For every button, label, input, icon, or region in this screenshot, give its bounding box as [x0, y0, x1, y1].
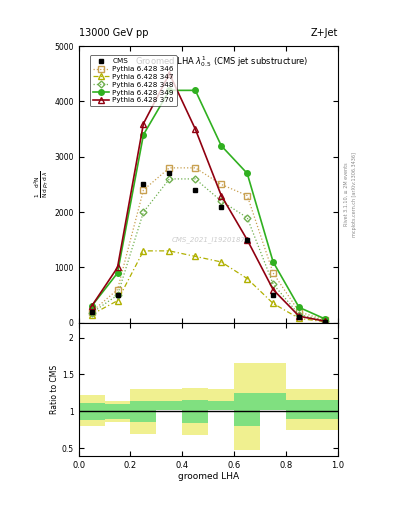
Line: Pythia 6.428 346: Pythia 6.428 346 — [89, 165, 328, 323]
Pythia 6.428 348 — [141, 209, 146, 215]
Pythia 6.428 348 — [167, 176, 172, 182]
Pythia 6.428 370 — [115, 264, 120, 270]
Pythia 6.428 348 — [271, 281, 275, 287]
CMS — [245, 237, 250, 243]
Pythia 6.428 346 — [141, 187, 146, 193]
Pythia 6.428 370 — [245, 237, 250, 243]
Pythia 6.428 349 — [167, 87, 172, 93]
Pythia 6.428 370 — [323, 318, 327, 324]
Pythia 6.428 346 — [271, 270, 275, 276]
Pythia 6.428 370 — [219, 193, 224, 199]
Pythia 6.428 346 — [115, 287, 120, 293]
Pythia 6.428 370 — [297, 313, 301, 319]
Y-axis label: $\frac{1}{\mathrm{N}}\frac{\mathrm{d}^2\mathrm{N}}{\mathrm{d}\,p_T\,\mathrm{d}\,: $\frac{1}{\mathrm{N}}\frac{\mathrm{d}^2\… — [33, 170, 51, 198]
Pythia 6.428 346 — [323, 317, 327, 323]
CMS — [219, 204, 224, 210]
Pythia 6.428 346 — [297, 309, 301, 315]
Pythia 6.428 349 — [141, 132, 146, 138]
Line: CMS: CMS — [89, 171, 327, 324]
Pythia 6.428 346 — [245, 193, 250, 199]
Pythia 6.428 349 — [89, 303, 94, 309]
Pythia 6.428 346 — [89, 309, 94, 315]
Pythia 6.428 370 — [271, 287, 275, 293]
Pythia 6.428 349 — [219, 143, 224, 149]
Text: Groomed LHA $\lambda^{1}_{0.5}$ (CMS jet substructure): Groomed LHA $\lambda^{1}_{0.5}$ (CMS jet… — [134, 54, 308, 69]
Pythia 6.428 348 — [193, 176, 198, 182]
Pythia 6.428 349 — [115, 270, 120, 276]
Pythia 6.428 347 — [167, 248, 172, 254]
Pythia 6.428 348 — [89, 310, 94, 316]
Pythia 6.428 347 — [141, 248, 146, 254]
CMS — [89, 309, 94, 315]
Pythia 6.428 348 — [323, 317, 327, 324]
Pythia 6.428 349 — [323, 316, 327, 322]
Text: Rivet 3.1.10, ≥ 2M events: Rivet 3.1.10, ≥ 2M events — [344, 163, 349, 226]
Legend: CMS, Pythia 6.428 346, Pythia 6.428 347, Pythia 6.428 348, Pythia 6.428 349, Pyt: CMS, Pythia 6.428 346, Pythia 6.428 347,… — [90, 55, 177, 106]
Pythia 6.428 347 — [297, 315, 301, 322]
Line: Pythia 6.428 349: Pythia 6.428 349 — [89, 88, 328, 322]
Pythia 6.428 349 — [245, 170, 250, 177]
Text: mcplots.cern.ch [arXiv:1306.3436]: mcplots.cern.ch [arXiv:1306.3436] — [352, 152, 357, 237]
Pythia 6.428 347 — [219, 259, 224, 265]
CMS — [141, 181, 146, 187]
Pythia 6.428 348 — [115, 292, 120, 298]
Pythia 6.428 346 — [193, 165, 198, 171]
Pythia 6.428 349 — [193, 87, 198, 93]
X-axis label: groomed LHA: groomed LHA — [178, 472, 239, 481]
CMS — [271, 292, 275, 298]
Text: CMS_2021_I1920187: CMS_2021_I1920187 — [171, 237, 245, 243]
Line: Pythia 6.428 370: Pythia 6.428 370 — [89, 71, 328, 324]
Pythia 6.428 370 — [193, 126, 198, 132]
Pythia 6.428 348 — [297, 311, 301, 317]
CMS — [167, 170, 172, 177]
Pythia 6.428 346 — [167, 165, 172, 171]
Pythia 6.428 347 — [89, 311, 94, 317]
Pythia 6.428 346 — [219, 181, 224, 187]
Pythia 6.428 349 — [297, 304, 301, 310]
Y-axis label: Ratio to CMS: Ratio to CMS — [50, 365, 59, 414]
CMS — [193, 187, 198, 193]
Pythia 6.428 347 — [323, 318, 327, 325]
CMS — [323, 318, 327, 325]
Pythia 6.428 347 — [271, 301, 275, 307]
CMS — [297, 314, 301, 321]
Pythia 6.428 370 — [167, 71, 172, 77]
CMS — [115, 292, 120, 298]
Pythia 6.428 347 — [245, 275, 250, 282]
Pythia 6.428 370 — [141, 120, 146, 126]
Pythia 6.428 347 — [115, 297, 120, 304]
Text: 13000 GeV pp: 13000 GeV pp — [79, 28, 148, 38]
Pythia 6.428 347 — [193, 253, 198, 260]
Pythia 6.428 348 — [245, 215, 250, 221]
Line: Pythia 6.428 348: Pythia 6.428 348 — [89, 177, 327, 323]
Line: Pythia 6.428 347: Pythia 6.428 347 — [89, 248, 328, 325]
Text: Z+Jet: Z+Jet — [310, 28, 338, 38]
Pythia 6.428 348 — [219, 198, 224, 204]
Pythia 6.428 349 — [271, 259, 275, 265]
Pythia 6.428 370 — [89, 303, 94, 309]
